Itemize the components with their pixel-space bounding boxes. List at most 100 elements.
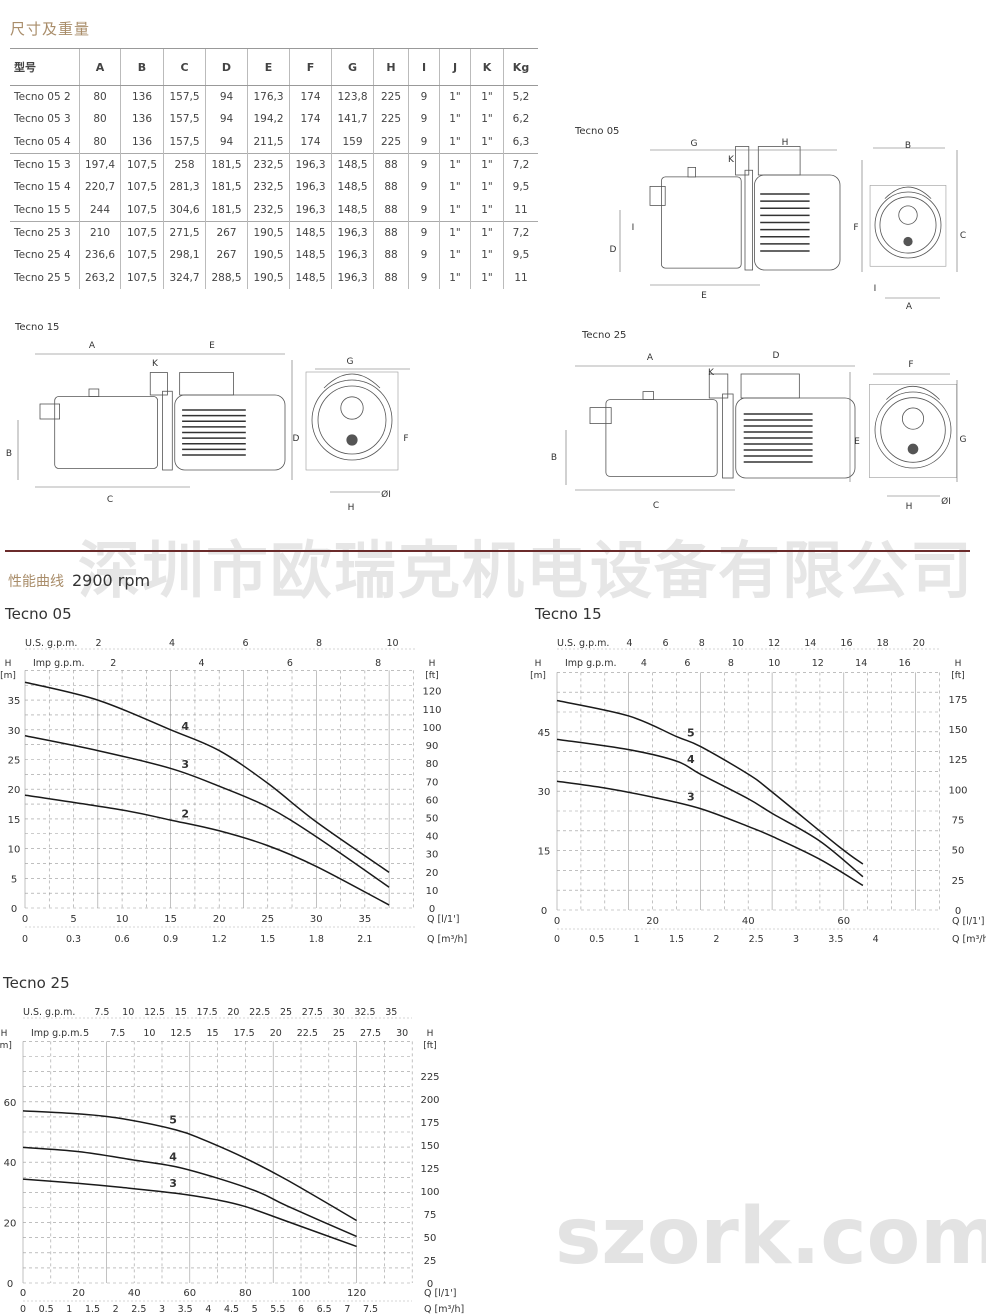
- y-tick-label: 10: [8, 845, 21, 856]
- dimension-label: D: [293, 434, 300, 444]
- column-header: J: [439, 48, 471, 86]
- value-cell: 107,5: [120, 220, 164, 245]
- end-inner: [317, 385, 387, 455]
- x2-tick-label: 1.8: [309, 934, 324, 945]
- value-cell: 136: [120, 130, 164, 154]
- y-right-tick-label: 50: [952, 846, 965, 857]
- dimension-label: C: [960, 231, 966, 241]
- y-right-tick-label: 30: [426, 850, 439, 861]
- table-row: Tecno 25 3 210 107,5 271,5 267 190,5 148,5 196,…: [10, 220, 538, 245]
- y-tick-label: 15: [8, 815, 21, 826]
- dimension-label: D: [610, 245, 617, 255]
- flange: [162, 390, 173, 471]
- x2-tick-label: 4: [205, 1304, 211, 1315]
- x-tick-label: 0: [20, 1288, 26, 1299]
- value-cell: 148,5: [331, 176, 374, 199]
- dimension-label: C: [653, 501, 659, 511]
- pump-housing: [54, 396, 159, 469]
- value-cell: 181,5: [205, 198, 248, 222]
- value-cell: 148,5: [289, 244, 332, 267]
- y-left-label: H: [1, 1029, 8, 1039]
- inlet-pipe: [39, 403, 61, 420]
- value-cell: 1": [470, 266, 504, 289]
- table-row: Tecno 25 5 263,2 107,5 324,7 288,5 190,5 148,5…: [10, 266, 538, 289]
- value-cell: 1": [439, 85, 471, 109]
- x-tick-label: 35: [358, 914, 371, 925]
- end-casing: [311, 379, 393, 461]
- value-cell: 196,3: [331, 266, 374, 289]
- top1-tick-label: 10: [386, 638, 398, 649]
- flange: [722, 393, 734, 479]
- x-axis-label: Q [l/1']: [427, 914, 459, 925]
- curve-label: 3: [687, 790, 695, 803]
- dimension-label: I: [632, 223, 635, 233]
- y-right-unit: [ft]: [423, 1041, 437, 1051]
- value-cell: 6,3: [503, 130, 538, 154]
- model-cell: Tecno 15 3: [10, 152, 80, 177]
- value-cell: 1": [470, 176, 504, 199]
- value-cell: 9: [408, 266, 440, 289]
- value-cell: 88: [373, 220, 409, 245]
- top-axis-label-impgpm: Imp g.p.m.: [31, 1028, 82, 1039]
- top1-tick-label: 20: [913, 638, 925, 649]
- dimension-label: C: [107, 495, 113, 505]
- chart-2: Tecno 25 U.S. g.p.m. Imp g.p.m. H [m] H [ft] Q …: [0, 974, 464, 1315]
- y-tick-label: 5: [11, 874, 17, 885]
- value-cell: 9: [408, 244, 440, 267]
- value-cell: 267: [205, 220, 248, 245]
- y-right-tick-label: 60: [426, 795, 439, 806]
- x2-tick-label: 0.5: [589, 934, 604, 945]
- value-cell: 288,5: [205, 266, 248, 289]
- value-cell: 196,3: [289, 152, 332, 177]
- table-row: Tecno 05 4 80 136 157,5 94 211,5 174 159 225 9 1" 1…: [10, 130, 538, 154]
- x-tick-label: 0: [554, 916, 560, 927]
- chart-title: Tecno 15: [534, 605, 602, 623]
- drawing-title: Tecno 05: [574, 126, 619, 137]
- value-cell: 225: [373, 85, 409, 109]
- plug: [642, 391, 655, 401]
- plug: [88, 388, 100, 397]
- x2-tick-label: 3.5: [828, 934, 843, 945]
- value-cell: 244: [79, 198, 121, 222]
- value-cell: 141,7: [331, 108, 374, 131]
- top2-tick-label: 12.5: [170, 1028, 191, 1039]
- y-right-tick-label: 0: [429, 904, 435, 915]
- inlet-pipe: [649, 185, 666, 206]
- top1-tick-label: 32.5: [354, 1007, 375, 1018]
- y-right-tick-label: 150: [420, 1141, 439, 1152]
- outlet-pipe: [149, 372, 168, 396]
- top2-tick-label: 8: [375, 658, 381, 669]
- value-cell: 148,5: [331, 152, 374, 177]
- value-cell: 181,5: [205, 176, 248, 199]
- x2-tick-label: 0.6: [115, 934, 130, 945]
- value-cell: 9: [408, 85, 440, 109]
- y-left-unit: [m]: [0, 671, 16, 681]
- dimension-label: E: [854, 437, 860, 447]
- pump-drawing-0: Tecno 05 G H K F D I E B C A I: [574, 126, 966, 312]
- y-tick-label: 20: [8, 785, 21, 796]
- value-cell: 1": [439, 108, 471, 131]
- curve-3: [556, 780, 864, 887]
- dimension-label: ØI: [381, 489, 391, 500]
- x2-tick-label: 5.5: [270, 1304, 285, 1315]
- value-cell: 1": [470, 108, 504, 131]
- y-right-tick-label: 200: [420, 1095, 439, 1106]
- top2-tick-label: 10: [143, 1028, 155, 1039]
- value-cell: 157,5: [163, 130, 206, 154]
- x2-tick-label: 2.5: [749, 934, 764, 945]
- value-cell: 1": [439, 244, 471, 267]
- outlet-pipe: [708, 373, 729, 399]
- top1-tick-label: 2: [95, 638, 101, 649]
- value-cell: 94: [205, 85, 248, 109]
- value-cell: 80: [79, 130, 121, 154]
- top1-tick-label: 10: [732, 638, 744, 649]
- top1-tick-label: 27.5: [302, 1007, 323, 1018]
- dimension-label: B: [551, 453, 557, 463]
- top2-tick-label: 4: [199, 658, 205, 669]
- x-tick-label: 5: [70, 914, 76, 925]
- top2-tick-label: 10: [768, 658, 780, 669]
- y-right-tick-label: 25: [952, 876, 965, 887]
- performance-rpm: 2900 rpm: [72, 571, 151, 590]
- value-cell: 9: [408, 198, 440, 222]
- y-tick-label: 35: [8, 696, 21, 707]
